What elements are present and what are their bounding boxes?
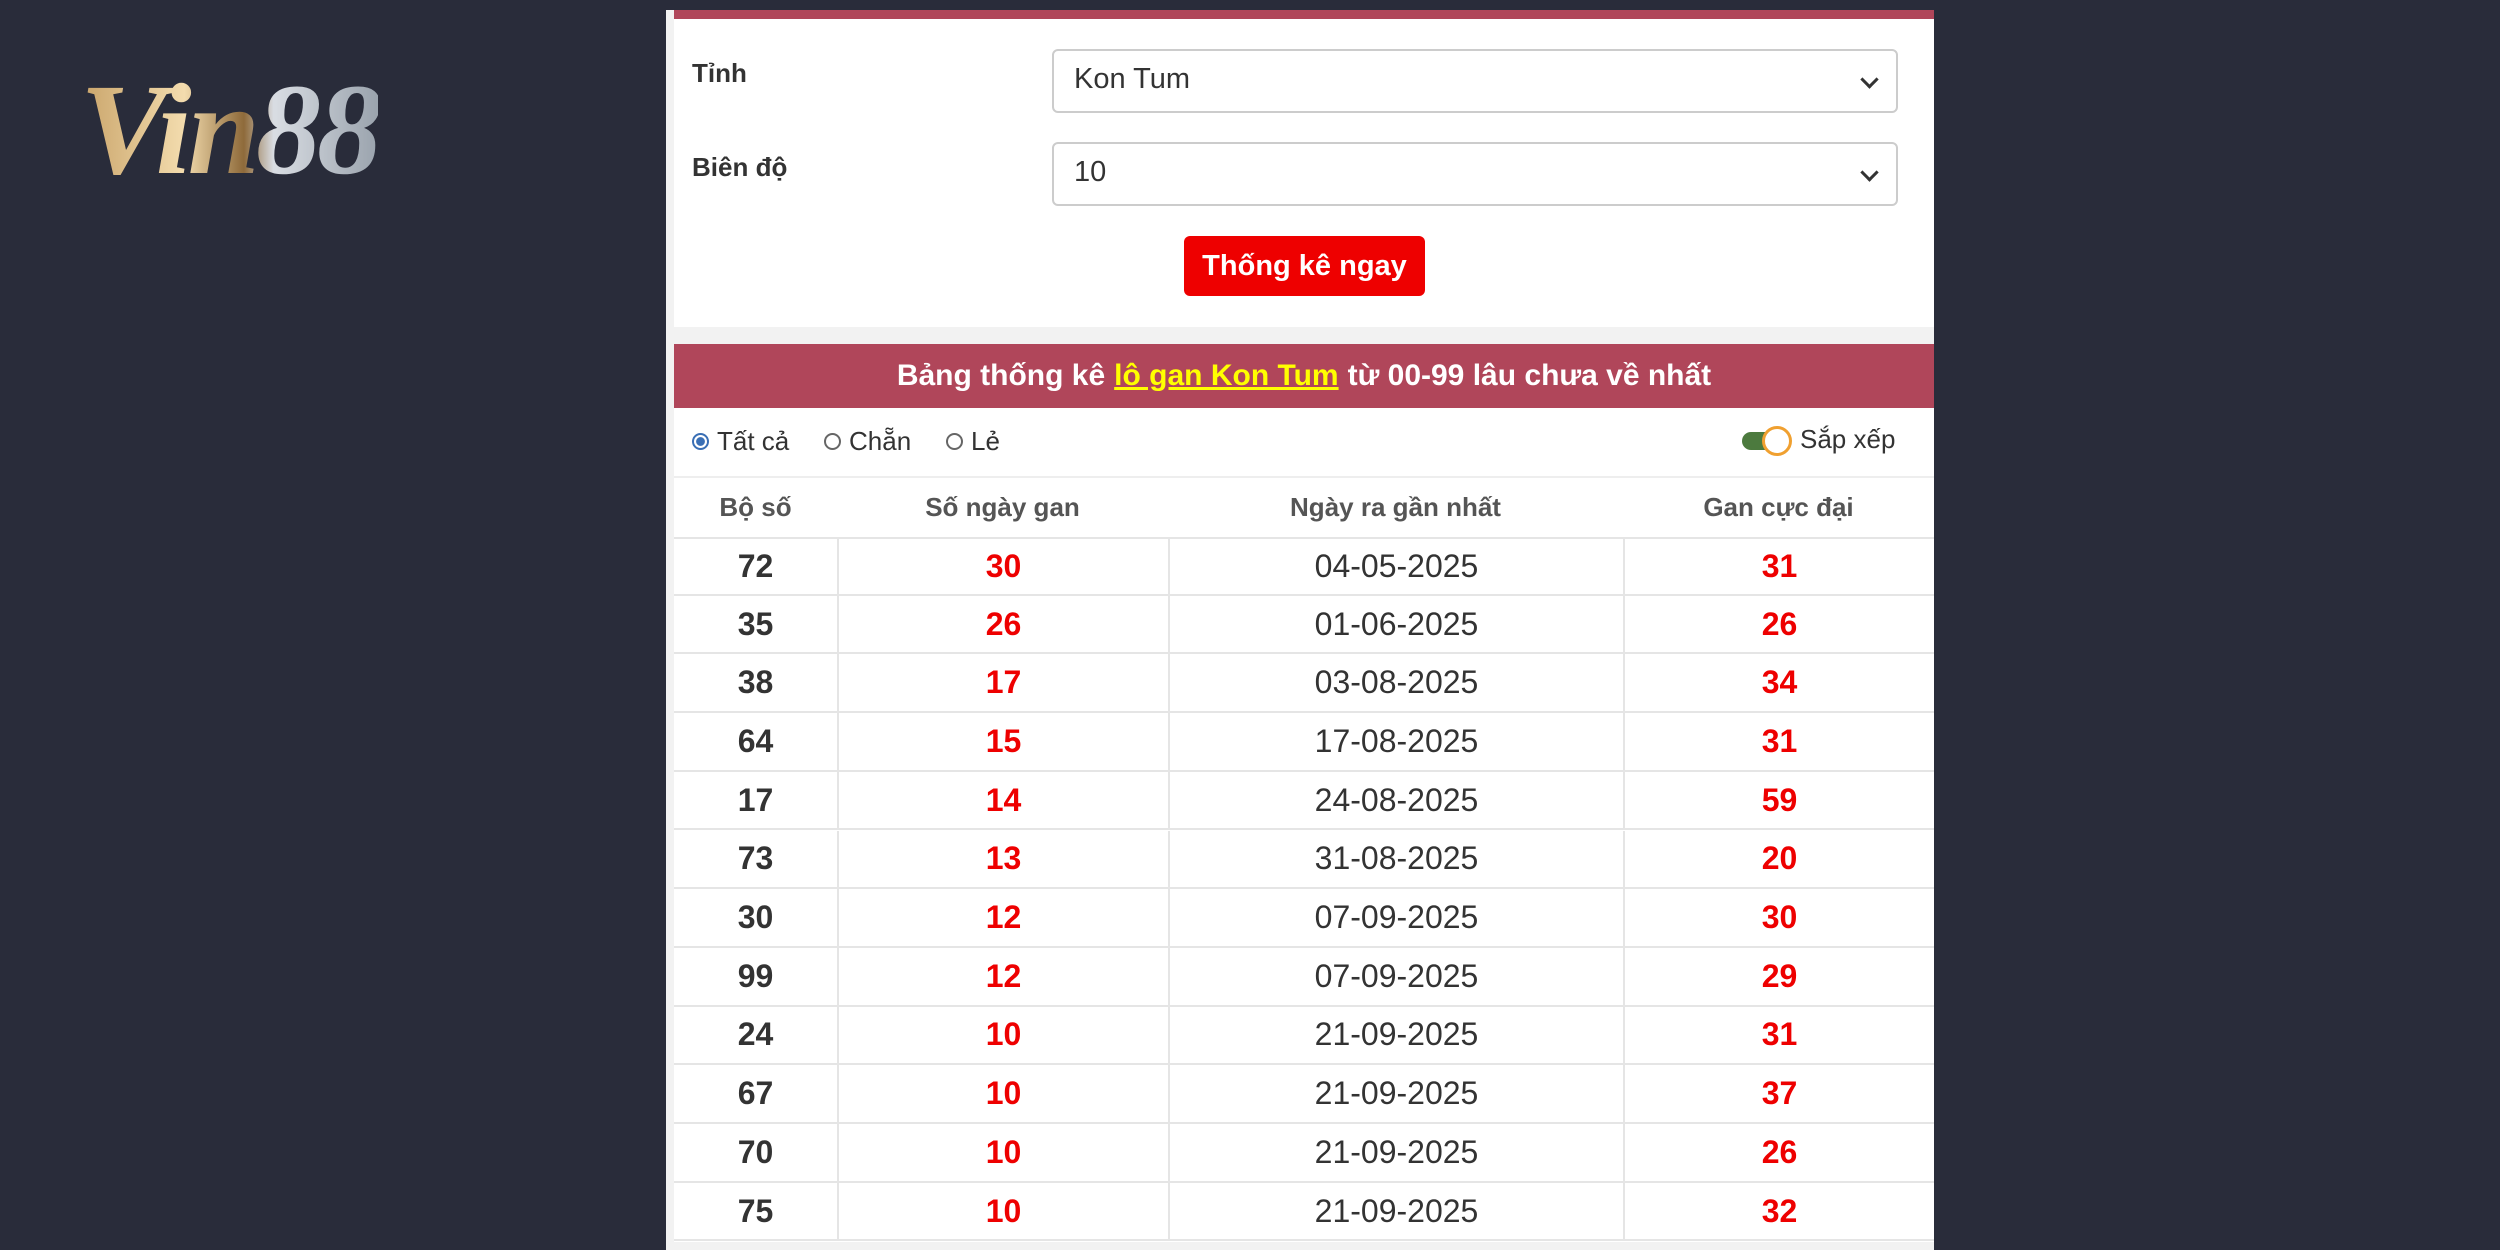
table-cell: 29 <box>1623 947 1934 1007</box>
table-cell: 10 <box>837 1124 1168 1183</box>
table-title: Bảng thống kê lô gan Kon Tum từ 00-99 lâ… <box>674 344 1934 408</box>
table-cell: 26 <box>1623 595 1934 655</box>
table-cell: 26 <box>1623 1124 1934 1183</box>
table-cell: 21-09-2025 <box>1168 1065 1623 1124</box>
table-cell: 01-06-2025 <box>1168 595 1623 655</box>
table-cell: 15 <box>837 713 1168 772</box>
table-cell: 67 <box>674 1065 837 1124</box>
submit-button[interactable]: Thống kê ngay <box>1184 236 1425 296</box>
table-cell: 17-08-2025 <box>1168 713 1623 772</box>
table-cell: 10 <box>837 1182 1168 1242</box>
radio[interactable] <box>946 433 963 450</box>
field-label: Tỉnh <box>692 58 747 88</box>
select[interactable]: 10 <box>1052 142 1898 206</box>
table-cell: 20 <box>1623 830 1934 890</box>
table-cell: 31 <box>1623 537 1934 596</box>
filter[interactable]: Tất cả <box>692 426 789 457</box>
table-cell: 75 <box>674 1183 837 1242</box>
table-cell: 59 <box>1623 771 1934 831</box>
table-cell: 21-09-2025 <box>1168 1006 1623 1066</box>
column-header: Gan cực đại <box>1703 492 1854 522</box>
table-cell: 21-09-2025 <box>1168 1182 1623 1242</box>
table-cell: 30 <box>1623 889 1934 948</box>
table-cell: 73 <box>674 831 837 890</box>
logo[interactable]: Vin88 <box>80 55 382 205</box>
table-cell: 21-09-2025 <box>1168 1124 1623 1183</box>
table-cell: 12 <box>837 889 1168 948</box>
column-header: Ngày ra gần nhất <box>1290 492 1501 522</box>
table-cell: 32 <box>1623 1182 1934 1242</box>
table-cell: 07-09-2025 <box>1168 889 1623 948</box>
table-cell: 37 <box>1623 1065 1934 1124</box>
filter-label: Chẵn <box>849 426 912 456</box>
table-cell: 24-08-2025 <box>1168 771 1623 831</box>
filter[interactable]: Lẻ <box>946 426 1000 457</box>
table-cell: 24 <box>674 1007 837 1066</box>
table-cell: 34 <box>1623 654 1934 714</box>
table-cell: 17 <box>837 654 1168 714</box>
table: Bảng thống kê lô gan Kon Tum từ 00-99 lâ… <box>674 344 1934 1242</box>
table-cell: 99 <box>674 948 837 1007</box>
table-cell: 30 <box>674 889 837 948</box>
table-cell: 07-09-2025 <box>1168 947 1623 1007</box>
table-cell: 10 <box>837 1065 1168 1124</box>
table-cell: 13 <box>837 830 1168 890</box>
table-cell: 26 <box>837 595 1168 655</box>
column-header: Số ngày gan <box>925 492 1080 522</box>
switch[interactable] <box>1742 425 1792 456</box>
sort-toggle[interactable]: Sắp xếp <box>1742 424 1896 456</box>
table-cell: 35 <box>674 596 837 655</box>
table-cell: 03-08-2025 <box>1168 654 1623 714</box>
table-cell: 30 <box>837 537 1168 596</box>
table-cell: 64 <box>674 713 837 772</box>
radio[interactable] <box>692 433 709 450</box>
table-cell: 17 <box>674 772 837 831</box>
table-cell: 31 <box>1623 1006 1934 1066</box>
filter[interactable]: Chẵn <box>824 426 911 457</box>
column-header: Bộ số <box>719 492 792 522</box>
table-cell: 38 <box>674 654 837 714</box>
table-cell: 10 <box>837 1006 1168 1066</box>
sort-label: Sắp xếp <box>1800 424 1896 454</box>
table-cell: 70 <box>674 1124 837 1183</box>
table-cell: 72 <box>674 537 837 596</box>
filter-label: Lẻ <box>971 426 1000 456</box>
title-text: từ 00-99 lâu chưa về nhất <box>1347 359 1712 392</box>
title-link[interactable]: lô gan Kon Tum <box>1114 359 1339 392</box>
table-cell: 12 <box>837 947 1168 1007</box>
field-label: Biên độ <box>692 152 788 182</box>
filter-label: Tất cả <box>717 426 790 456</box>
table-cell: 14 <box>837 771 1168 831</box>
radio[interactable] <box>824 433 841 450</box>
title-text: Bảng thống kê <box>896 359 1106 392</box>
table-cell: 31 <box>1623 713 1934 772</box>
table-cell: 31-08-2025 <box>1168 830 1623 890</box>
select[interactable]: Kon Tum <box>1052 49 1898 113</box>
table-cell: 04-05-2025 <box>1168 537 1623 596</box>
